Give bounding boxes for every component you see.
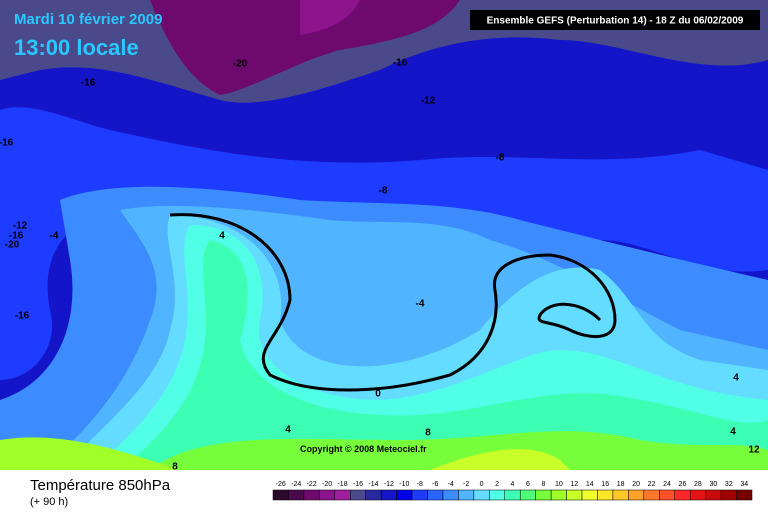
legend-swatch bbox=[303, 489, 320, 501]
legend-swatch bbox=[350, 489, 366, 501]
legend-swatch bbox=[659, 489, 675, 501]
contour-label: -16 bbox=[81, 78, 96, 89]
contour-label: -16 bbox=[393, 58, 408, 69]
contour-label: -16 bbox=[9, 231, 24, 242]
legend-label: 2 bbox=[495, 481, 499, 488]
legend-swatch bbox=[288, 489, 305, 501]
legend-label: 34 bbox=[740, 481, 748, 488]
local-time: 13:00 locale bbox=[14, 35, 139, 60]
legend-swatch bbox=[427, 489, 444, 501]
legend-label: 20 bbox=[632, 481, 640, 488]
copyright: Copyright © 2008 Meteociel.fr bbox=[300, 444, 427, 454]
legend-label: -24 bbox=[291, 481, 301, 488]
legend-label: 16 bbox=[601, 481, 609, 488]
legend-swatch bbox=[736, 489, 753, 501]
contour-label: 4 bbox=[730, 427, 736, 438]
contour-label: -20 bbox=[5, 240, 20, 251]
legend-label: -16 bbox=[353, 481, 363, 488]
legend-swatch bbox=[334, 489, 351, 501]
legend-label: -12 bbox=[384, 481, 394, 488]
legend-label: -2 bbox=[463, 481, 469, 488]
legend-label: 28 bbox=[694, 481, 702, 488]
contour-label: 4 bbox=[219, 231, 225, 242]
run-banner bbox=[470, 10, 760, 30]
legend-swatch bbox=[581, 489, 598, 501]
legend-swatch bbox=[566, 489, 583, 501]
legend-swatch bbox=[504, 489, 521, 501]
legend-swatch bbox=[489, 489, 506, 501]
contour-label: -16 bbox=[15, 311, 30, 322]
legend-swatch bbox=[628, 489, 645, 501]
contour-label: 4 bbox=[733, 373, 739, 384]
legend-label: 12 bbox=[570, 481, 578, 488]
legend-swatch bbox=[612, 489, 629, 501]
contour-label: 12 bbox=[748, 445, 760, 456]
contour-label: -8 bbox=[379, 186, 388, 197]
legend-swatch bbox=[674, 489, 691, 501]
legend-label: 4 bbox=[511, 481, 515, 488]
legend-label: 0 bbox=[480, 481, 484, 488]
legend-label: -26 bbox=[276, 481, 286, 488]
legend-label: 6 bbox=[526, 481, 530, 488]
legend-swatch bbox=[411, 489, 428, 501]
legend-label: 14 bbox=[586, 481, 594, 488]
contour-label: 8 bbox=[425, 428, 431, 439]
legend-swatch bbox=[365, 489, 382, 501]
legend-swatch bbox=[519, 489, 536, 501]
legend-swatch bbox=[458, 489, 475, 501]
legend-swatch bbox=[319, 489, 336, 501]
legend-label: 18 bbox=[617, 481, 625, 488]
footer-subtitle: (+ 90 h) bbox=[30, 496, 68, 508]
legend-swatch bbox=[535, 489, 552, 501]
legend-swatch bbox=[705, 489, 722, 501]
legend-swatch bbox=[689, 489, 706, 501]
legend-label: -20 bbox=[322, 481, 332, 488]
temperature-field bbox=[0, 0, 768, 471]
legend-label: 32 bbox=[725, 481, 733, 488]
legend-label: 24 bbox=[663, 481, 671, 488]
contour-label: 4 bbox=[285, 425, 291, 436]
legend-label: 22 bbox=[648, 481, 656, 488]
contour-label: -12 bbox=[13, 221, 28, 232]
legend-label: -4 bbox=[448, 481, 454, 488]
contour-label: 8 bbox=[172, 462, 178, 473]
run-info: Ensemble GEFS (Perturbation 14) - 18 Z d… bbox=[487, 16, 744, 27]
legend-swatch bbox=[272, 489, 289, 501]
legend-label: -10 bbox=[399, 481, 409, 488]
contour-label: -20 bbox=[233, 59, 248, 70]
legend-swatch bbox=[396, 489, 413, 501]
legend-label: 10 bbox=[555, 481, 563, 488]
legend-label: 26 bbox=[679, 481, 687, 488]
date: Mardi 10 février 2009 bbox=[14, 11, 162, 28]
footer-title: Température 850hPa bbox=[30, 477, 171, 494]
legend-swatch bbox=[643, 489, 660, 501]
legend-label: 30 bbox=[709, 481, 717, 488]
color-legend: -26 -24 -22 -20 -18 -16 -14 -12 -10 -8 -6 -4 -2 0 2 4 6 8… bbox=[272, 481, 753, 501]
legend-label: -14 bbox=[368, 481, 378, 488]
legend-label: 8 bbox=[541, 481, 545, 488]
legend-label: -6 bbox=[432, 481, 438, 488]
legend-label: -18 bbox=[337, 481, 347, 488]
contour-label: -16 bbox=[0, 138, 14, 149]
legend-swatch bbox=[442, 489, 459, 501]
legend-swatch bbox=[380, 489, 397, 501]
contour-label: -4 bbox=[50, 231, 59, 242]
legend-label: -8 bbox=[417, 481, 423, 488]
contour-label: -4 bbox=[416, 299, 425, 310]
contour-label: -12 bbox=[421, 96, 436, 107]
legend-swatch bbox=[473, 489, 490, 501]
contour-label: -8 bbox=[496, 153, 505, 164]
legend-swatch bbox=[720, 489, 737, 501]
legend-swatch bbox=[550, 489, 567, 501]
legend-swatch bbox=[597, 489, 614, 501]
legend-label: -22 bbox=[307, 481, 317, 488]
contour-label: 0 bbox=[375, 389, 381, 400]
